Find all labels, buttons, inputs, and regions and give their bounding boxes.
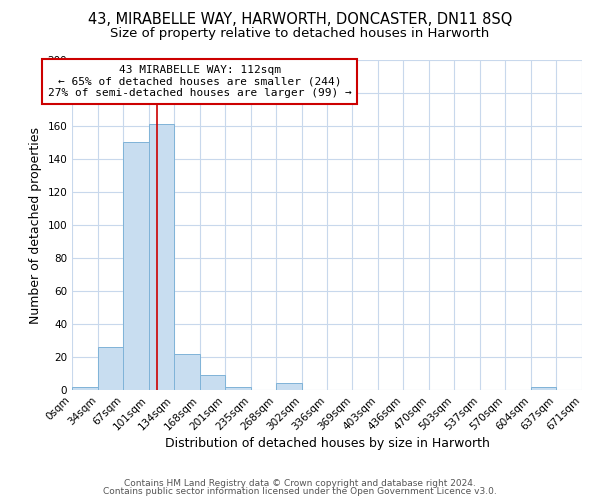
Bar bbox=[98, 347, 123, 390]
Bar bbox=[200, 375, 225, 390]
Bar bbox=[174, 354, 200, 390]
Text: Contains public sector information licensed under the Open Government Licence v3: Contains public sector information licen… bbox=[103, 488, 497, 496]
Bar bbox=[72, 386, 98, 390]
Y-axis label: Number of detached properties: Number of detached properties bbox=[29, 126, 42, 324]
Text: Contains HM Land Registry data © Crown copyright and database right 2024.: Contains HM Land Registry data © Crown c… bbox=[124, 478, 476, 488]
Bar bbox=[149, 124, 174, 390]
Text: 43, MIRABELLE WAY, HARWORTH, DONCASTER, DN11 8SQ: 43, MIRABELLE WAY, HARWORTH, DONCASTER, … bbox=[88, 12, 512, 28]
Bar bbox=[123, 142, 149, 390]
Bar bbox=[531, 386, 556, 390]
Bar bbox=[225, 386, 251, 390]
X-axis label: Distribution of detached houses by size in Harworth: Distribution of detached houses by size … bbox=[164, 438, 490, 450]
Text: Size of property relative to detached houses in Harworth: Size of property relative to detached ho… bbox=[110, 28, 490, 40]
Bar bbox=[275, 384, 302, 390]
Text: 43 MIRABELLE WAY: 112sqm
← 65% of detached houses are smaller (244)
27% of semi-: 43 MIRABELLE WAY: 112sqm ← 65% of detach… bbox=[48, 65, 352, 98]
